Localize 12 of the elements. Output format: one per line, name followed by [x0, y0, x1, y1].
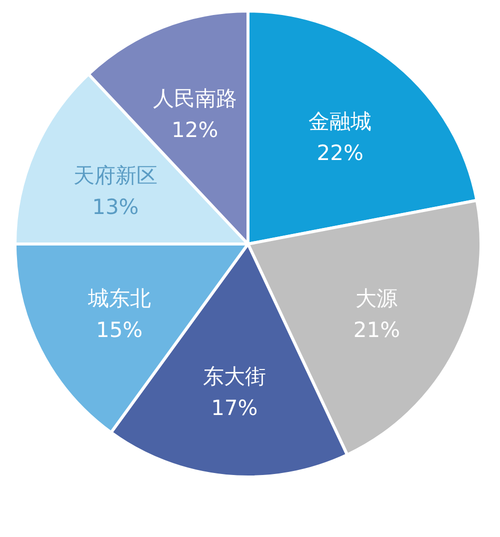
data-label: 22%	[316, 140, 364, 165]
slice-label: 城东北	[86, 286, 151, 310]
slice-label: 金融城	[308, 109, 372, 134]
slice-label: 天府新区	[73, 163, 158, 188]
slice-label: 人民南路	[152, 86, 237, 110]
data-label: 21%	[353, 318, 400, 342]
data-label: 17%	[211, 396, 258, 420]
data-label: 12%	[171, 118, 218, 142]
data-label: 15%	[96, 318, 143, 342]
slice-label: 大源	[356, 286, 398, 310]
data-label: 13%	[92, 194, 139, 219]
slice-label: 东大街	[202, 364, 266, 389]
